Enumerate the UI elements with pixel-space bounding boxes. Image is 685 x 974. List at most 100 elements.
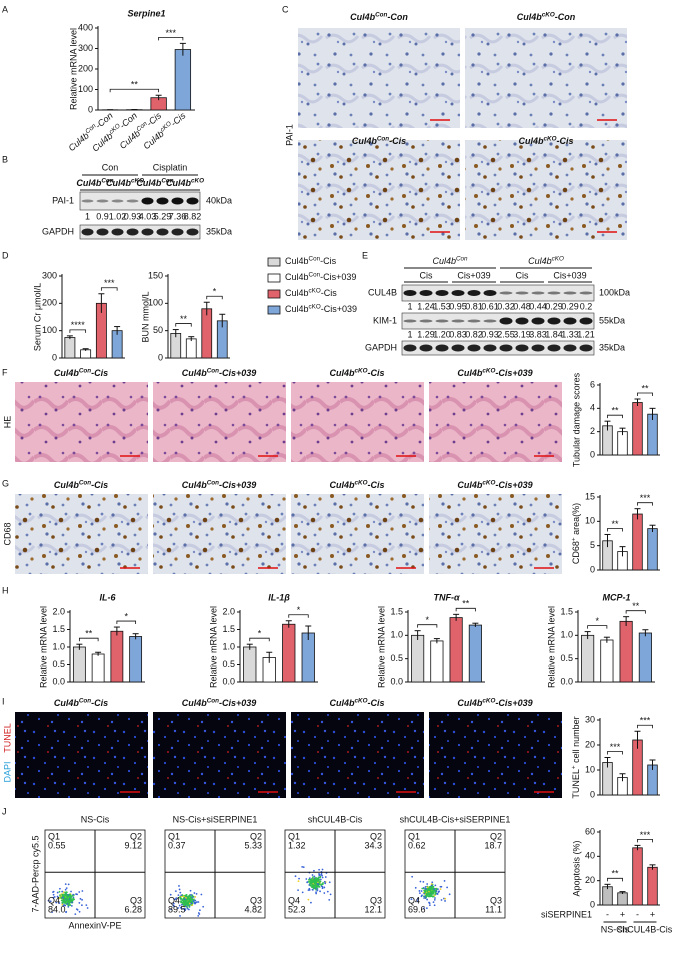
error-bar bbox=[305, 625, 312, 640]
blot-quant: 0.44 bbox=[529, 301, 547, 311]
flow-event bbox=[318, 868, 321, 871]
blot-lane: Cul4bCon bbox=[136, 177, 173, 188]
bar bbox=[602, 886, 613, 906]
quadrant-label: Q3 bbox=[250, 895, 262, 905]
blot-quant: 2.55 bbox=[497, 329, 515, 339]
text-part: Con bbox=[456, 255, 468, 262]
bar bbox=[617, 892, 628, 906]
flow-event bbox=[70, 900, 73, 902]
blot-band bbox=[467, 344, 481, 352]
text-part: -Cis bbox=[320, 256, 336, 266]
text-part: -Cis bbox=[91, 368, 108, 378]
flow-event bbox=[195, 892, 198, 895]
y-tick-label: 1.5 bbox=[222, 624, 235, 634]
panel-letter: G bbox=[2, 478, 9, 488]
flow-event bbox=[316, 883, 319, 885]
panel-letter: J bbox=[2, 806, 7, 816]
flow-event bbox=[177, 907, 180, 909]
bar bbox=[80, 349, 92, 359]
blot-band bbox=[531, 291, 545, 295]
flow-event bbox=[64, 904, 67, 907]
text-part: Cul4b bbox=[519, 136, 545, 146]
flow-event bbox=[309, 882, 311, 885]
blot-band bbox=[403, 290, 417, 296]
flow-event bbox=[65, 910, 68, 913]
flow-event bbox=[58, 897, 61, 900]
flow-event bbox=[81, 890, 84, 892]
text-part: -Cis bbox=[321, 288, 337, 298]
y-tick-label: 100 bbox=[148, 298, 163, 308]
quadrant-label: Q4 bbox=[408, 895, 420, 905]
flow-event bbox=[411, 875, 414, 878]
blot-strip bbox=[401, 340, 595, 356]
y-tick-label: 0 bbox=[590, 789, 595, 799]
blot-band bbox=[515, 317, 529, 325]
flow-event bbox=[52, 891, 54, 894]
text-part: Cul4b bbox=[330, 698, 356, 708]
flow-event bbox=[194, 896, 197, 898]
bar bbox=[72, 646, 86, 683]
flow-event bbox=[52, 896, 55, 899]
y-tick-label: 4 bbox=[590, 403, 595, 413]
panel-letter: D bbox=[2, 250, 9, 260]
flow-event bbox=[73, 898, 75, 901]
y-tick-label: 0.0 bbox=[222, 676, 235, 686]
micrograph bbox=[15, 382, 148, 462]
y-axis-label: 7-AAD-Percp cy5.5 bbox=[30, 835, 40, 912]
bar bbox=[581, 634, 595, 683]
blot-quant: 3.19 bbox=[513, 329, 531, 339]
blot-group: Cisplatin bbox=[153, 162, 188, 172]
panel-letter: A bbox=[2, 4, 8, 14]
error-bar bbox=[634, 844, 641, 851]
flow-event bbox=[66, 900, 69, 902]
text-part: Cul4b bbox=[54, 368, 80, 378]
y-tick-label: 0.0 bbox=[52, 676, 65, 686]
chart-title: IL-6 bbox=[99, 592, 116, 602]
plot-label: shCUL4B-Cis bbox=[308, 814, 363, 824]
flow-event bbox=[419, 880, 422, 883]
blot-quant: 1.02 bbox=[109, 211, 127, 221]
y-axis-label: BUN mmol/L bbox=[140, 291, 150, 342]
text-part: -Cis bbox=[389, 136, 406, 146]
flow-event bbox=[312, 876, 314, 878]
significance-label: ** bbox=[611, 406, 619, 416]
x-level-label: - bbox=[636, 909, 639, 919]
flow-event bbox=[85, 904, 88, 907]
text-part: Cul4b bbox=[285, 304, 309, 314]
flow-event bbox=[315, 880, 318, 883]
bar bbox=[619, 620, 633, 683]
error-bar bbox=[114, 326, 121, 335]
text-part: -Cis bbox=[91, 698, 108, 708]
flow-event bbox=[323, 880, 326, 883]
text-part: Cul4b bbox=[182, 480, 208, 490]
text-part: Cul4b bbox=[106, 178, 132, 188]
blot-row-label: PAI-1 bbox=[52, 195, 74, 205]
flow-event bbox=[178, 888, 181, 891]
significance-label: * bbox=[213, 287, 217, 297]
micrograph bbox=[429, 494, 562, 574]
flow-event bbox=[59, 894, 61, 897]
significance-label: ** bbox=[632, 601, 640, 611]
bar bbox=[174, 49, 192, 111]
flow-event bbox=[180, 897, 183, 900]
flow-event bbox=[183, 904, 186, 907]
blot-band bbox=[563, 317, 577, 325]
flow-event bbox=[186, 906, 189, 908]
flow-event bbox=[322, 882, 325, 884]
text-part: -Cis+039 bbox=[321, 304, 357, 314]
bar bbox=[647, 528, 658, 571]
flow-event bbox=[420, 890, 423, 892]
flow-events bbox=[169, 885, 205, 917]
flow-event bbox=[435, 890, 438, 893]
flow-event bbox=[434, 884, 437, 887]
bar bbox=[110, 630, 124, 683]
blot-marker: 100kDa bbox=[599, 287, 630, 297]
bar bbox=[243, 646, 257, 683]
blot-quant: 0.95 bbox=[449, 301, 467, 311]
y-axis-label: Tubular damage scores bbox=[571, 372, 581, 467]
error-bar bbox=[132, 633, 139, 640]
flow-event bbox=[310, 882, 313, 884]
flow-event bbox=[78, 902, 81, 904]
text-part: Con bbox=[207, 367, 219, 374]
bar bbox=[201, 308, 213, 359]
